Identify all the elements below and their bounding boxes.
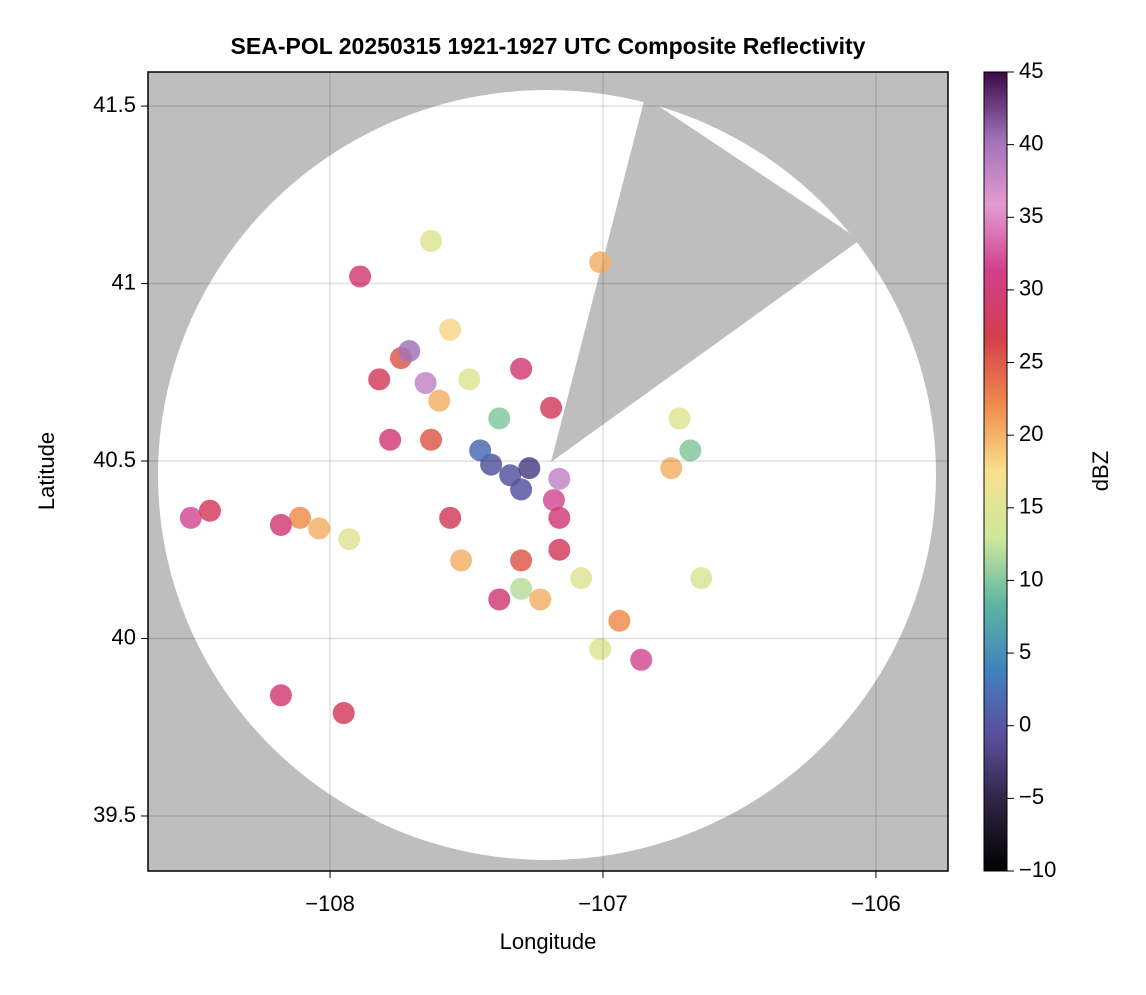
colorbar-tick-label: 0 [1019,712,1031,737]
echo-cell [332,702,355,725]
y-tick-label: 40.5 [93,447,136,472]
echo-cell [570,567,593,590]
y-tick-label: 41.5 [93,92,136,117]
y-tick-label: 39.5 [93,802,136,827]
echo-cell [469,439,492,462]
echo-cell [510,357,533,380]
echo-cell [668,407,691,430]
colorbar-tick-label: 25 [1019,348,1043,373]
y-tick-label: 41 [112,269,136,294]
echo-cell [420,428,443,451]
echo-cell [198,499,221,522]
x-tick-label: −108 [305,891,355,916]
echo-cell [269,684,292,707]
echo-cell [510,549,533,572]
echo-cell [630,648,653,671]
echo-cell [289,506,312,529]
echo-cell [529,588,552,611]
y-tick-label: 40 [112,624,136,649]
echo-cell [589,638,612,661]
colorbar-tick-label: −5 [1019,784,1044,809]
echo-cell [589,251,612,274]
echo-cell [428,389,451,412]
colorbar-tick-label: 20 [1019,421,1043,446]
colorbar [983,71,1008,872]
echo-cell [439,318,462,341]
echo-cell [510,577,533,600]
echo-cell [548,467,571,490]
echo-cell [450,549,473,572]
grid [148,72,948,871]
echo-cell [379,428,402,451]
colorbar-tick-label: 5 [1019,639,1031,664]
echo-cell [660,457,683,480]
echo-cell [439,506,462,529]
echo-cell [338,528,361,551]
echo-cell [414,371,437,394]
echoes [179,229,713,725]
x-axis-label: Longitude [500,929,597,954]
echo-cell [349,265,372,288]
radar-coverage [158,90,936,860]
echo-cell [690,567,713,590]
chart-title: SEA-POL 20250315 1921-1927 UTC Composite… [231,33,866,59]
echo-cell [518,457,541,480]
echo-cell [548,538,571,561]
colorbar-tick-label: 35 [1019,203,1043,228]
colorbar-tick-label: −10 [1019,857,1056,882]
echo-cell [488,588,511,611]
echo-cell [458,368,481,391]
colorbar-label: dBZ [1088,451,1113,491]
y-axis-label: Latitude [34,432,59,510]
colorbar-tick-label: 45 [1019,58,1043,83]
blocked-sector [551,97,860,462]
colorbar-tick-label: 40 [1019,130,1043,155]
echo-cell [420,229,443,252]
echo-cell [542,489,565,512]
echo-cell [488,407,511,430]
echo-cell [308,517,331,540]
echo-cell [679,439,702,462]
echo-cell [510,478,533,501]
echo-cell [548,506,571,529]
colorbar-tick-label: 15 [1019,494,1043,519]
echo-cell [540,396,563,419]
echo-cell [179,506,202,529]
echo-cell [608,609,631,632]
colorbar-tick-label: 10 [1019,566,1043,591]
plot-frame [147,71,949,872]
colorbar-tick-label: 30 [1019,276,1043,301]
x-tick-label: −107 [578,891,628,916]
echo-cell [398,339,421,362]
echo-cell [269,513,292,536]
x-tick-label: −106 [851,891,901,916]
echo-cell [368,368,391,391]
